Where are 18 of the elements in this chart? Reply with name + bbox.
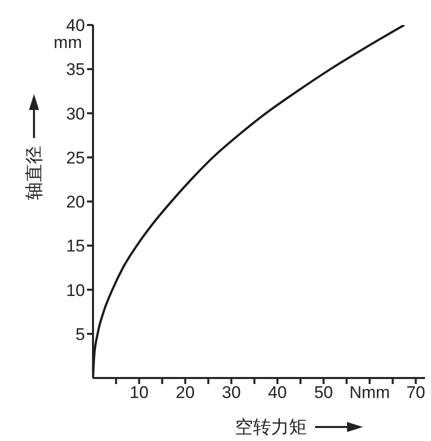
- x-axis-title: 空转力矩: [235, 416, 307, 439]
- x-tick-label: 70: [406, 383, 426, 402]
- x-tick-label: 50: [314, 383, 334, 402]
- x-tick-label: 10: [130, 383, 149, 402]
- y-tick-label: 15: [66, 236, 85, 256]
- y-tick-label: 30: [66, 104, 85, 124]
- y-axis-title: 轴直径: [23, 146, 45, 200]
- text: mm: [52, 33, 82, 53]
- y-tick-label: 25: [66, 148, 85, 168]
- x-tick-label: 40: [268, 383, 287, 402]
- y-tick-label: 10: [66, 280, 85, 300]
- y-tick-label: 20: [66, 192, 85, 212]
- x-tick-label: 30: [222, 383, 241, 402]
- y-tick-label: 35: [66, 60, 85, 80]
- y-tick-label: 40: [66, 16, 85, 36]
- y-tick-label: 5: [76, 324, 85, 344]
- x-tick-label: 20: [176, 383, 195, 402]
- x-tick-label: Nmm: [349, 383, 390, 402]
